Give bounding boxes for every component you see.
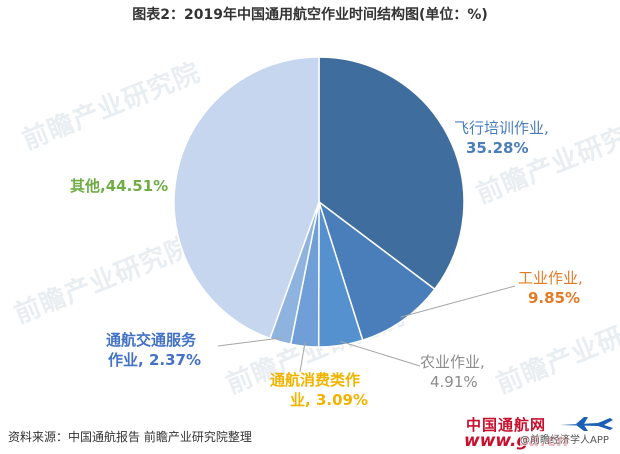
source-note: 资料来源：中国通航报告 前瞻产业研究院整理: [8, 430, 252, 444]
logo-cn-text: 中国通航网: [466, 416, 547, 434]
label-consumer: 通航消费类作 业, 3.09%: [270, 370, 368, 410]
slice-value: 4.91%: [430, 373, 478, 391]
label-agriculture: 农业作业, 4.91%: [420, 352, 485, 392]
slice-value: 44.51%: [105, 177, 169, 195]
leader-lines: [217, 285, 516, 373]
leader-line: [400, 285, 516, 318]
pie-slices: [173, 56, 465, 348]
slice-name: 飞行培训作业,: [454, 119, 549, 137]
site-logo: 中国通航网 www.ga.cn @前瞻经济学人APP: [462, 414, 618, 452]
slice-name: 通航消费类作: [270, 371, 361, 389]
slice-value: 2.37%: [148, 351, 201, 369]
slice-value: 3.09%: [315, 391, 368, 409]
wechat-credit: @前瞻经济学人APP: [520, 431, 609, 446]
slice-flight-training: [318, 56, 465, 291]
label-other: 其他,44.51%: [70, 176, 168, 196]
leader-line: [299, 342, 306, 373]
slice-value: 9.85%: [528, 289, 581, 307]
airplane-icon: [560, 417, 613, 431]
slice-other: [173, 56, 320, 340]
slice-value: 35.28%: [466, 139, 529, 157]
slice-name: 通航交通服务: [106, 331, 197, 349]
chart-title: 图表2：2019年中国通用航空作业时间结构图(单位：%): [132, 7, 488, 23]
slice-name: 其他,: [70, 177, 106, 195]
label-industrial: 工业作业, 9.85%: [518, 268, 583, 308]
slice-name: 农业作业,: [420, 353, 485, 371]
slice-name-cont: 业,: [290, 391, 311, 409]
slice-name-cont: 作业,: [108, 351, 144, 369]
leader-line: [340, 340, 421, 367]
slice-name: 工业作业,: [518, 269, 583, 287]
slice-industrial: [317, 199, 436, 342]
label-transport: 通航交通服务 作业, 2.37%: [106, 330, 201, 370]
label-flight-training: 飞行培训作业, 35.28%: [454, 118, 549, 158]
leader-line: [217, 337, 282, 347]
